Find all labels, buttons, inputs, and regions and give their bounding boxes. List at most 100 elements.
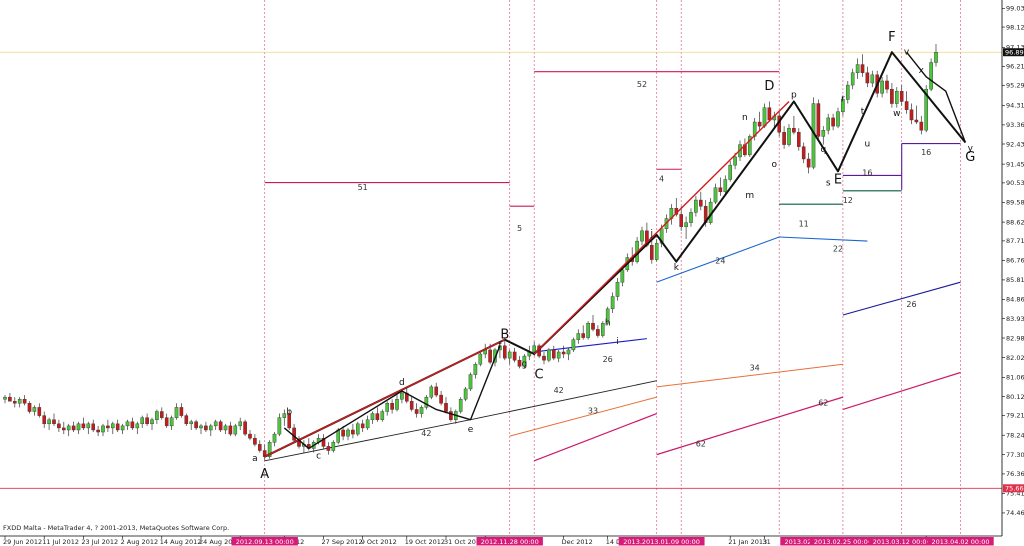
candle-body: [169, 417, 174, 427]
time-marker-tag: [868, 537, 935, 546]
sub-wave-label: s: [826, 179, 831, 189]
count-label: 12: [843, 196, 853, 205]
price-tick-label: 80.120: [1006, 393, 1024, 401]
wave-label: F: [888, 30, 895, 45]
candle-body: [101, 425, 105, 433]
trend-line: [656, 363, 843, 388]
price-tick-label: 96.210: [1006, 63, 1024, 71]
candle-body: [86, 423, 91, 429]
trend-line: [533, 412, 657, 462]
candle-body: [380, 411, 385, 420]
sub-wave-label: q: [820, 145, 826, 155]
price-tick-label: 83.930: [1006, 315, 1024, 323]
price-tick-label: 99.035: [1006, 5, 1024, 13]
candle-body: [360, 423, 365, 429]
candle-body: [150, 419, 154, 425]
candle-body: [571, 339, 576, 351]
candle-body: [199, 425, 203, 429]
candle-body: [400, 392, 404, 400]
candle-body: [434, 386, 439, 396]
trend-line: [509, 396, 657, 437]
candle-body: [449, 411, 453, 420]
sub-wave-label: o: [772, 160, 778, 170]
candle-body: [463, 388, 468, 400]
candle-body: [135, 423, 140, 429]
sub-wave-label: d: [399, 378, 405, 388]
candle-body: [826, 117, 830, 131]
time-marker-label: 2013.2013.01.09 00:00: [623, 538, 700, 546]
candle-body: [341, 429, 345, 437]
candle-body: [488, 349, 492, 363]
time-tick-label: Dec 2012: [562, 538, 593, 546]
candle-body: [806, 158, 811, 168]
sub-wave-label: x: [919, 66, 925, 76]
time-marker-tag: [809, 537, 877, 546]
price-tick-label: 76.360: [1006, 470, 1024, 478]
candle-body: [115, 423, 120, 431]
candle-body: [243, 421, 247, 435]
candle-body: [22, 398, 27, 404]
candle-body: [321, 437, 326, 447]
candle-body: [164, 417, 169, 427]
candle-body: [855, 64, 860, 73]
candle-body: [566, 349, 571, 355]
candle-body: [831, 117, 835, 127]
candle-body: [272, 433, 277, 443]
count-label: 26: [603, 355, 613, 364]
sub-wave-label: m: [745, 191, 754, 201]
candle-body: [610, 296, 615, 310]
candle-body: [47, 419, 51, 425]
time-tick-label: 21 Jan 2013: [728, 538, 767, 546]
candle-body: [414, 409, 419, 414]
trend-line: [842, 371, 961, 411]
candle-body: [801, 146, 806, 160]
candle-body: [213, 421, 218, 427]
sub-wave-line: [906, 51, 967, 143]
candle-body: [654, 242, 659, 260]
price-tick-label: 92.430: [1006, 140, 1024, 148]
trend-line: [470, 380, 657, 421]
candle-body: [576, 333, 581, 340]
sub-wave-label: r: [841, 94, 845, 104]
candle-body: [596, 329, 600, 336]
candle-body: [816, 103, 821, 137]
candle-body: [356, 423, 360, 435]
candle-body: [797, 132, 801, 147]
candle-body: [728, 164, 732, 180]
candle-body: [841, 99, 845, 112]
count-label: 33: [588, 407, 598, 416]
candle-body: [76, 423, 81, 431]
candle-body: [723, 179, 728, 193]
sub-wave-label: y: [968, 144, 974, 154]
candlesticks: [3, 44, 938, 461]
candle-body: [762, 107, 767, 127]
count-label: 11: [799, 220, 809, 229]
trend-line: [779, 236, 868, 242]
time-tick-label: 9 Oct 2012: [361, 538, 397, 546]
candle-body: [253, 437, 257, 445]
current-price-value: 96.899: [1005, 49, 1024, 57]
candle-body: [159, 411, 164, 418]
price-axis-panel: [1002, 0, 1024, 546]
candle-body: [331, 442, 336, 451]
count-label: 34: [750, 363, 760, 372]
time-marker-tag: [618, 537, 705, 546]
candle-body: [846, 84, 850, 100]
price-tick-label: 93.360: [1006, 121, 1024, 129]
candle-body: [140, 417, 145, 425]
candle-body: [223, 425, 228, 431]
time-tick-label: 23 Jul 2012: [81, 538, 118, 546]
candle-body: [184, 415, 189, 425]
trend-line: [842, 281, 961, 316]
candle-body: [919, 121, 924, 131]
price-tick-label: 79.210: [1006, 412, 1024, 420]
candle-body: [336, 429, 341, 443]
time-marker-tag: [231, 537, 298, 546]
candle-body: [204, 425, 208, 431]
price-tick-label: 82.025: [1006, 354, 1024, 362]
sub-wave-label: e: [468, 425, 474, 435]
price-tick-label: 97.135: [1006, 44, 1024, 52]
time-tick-label: 19 Oct 2012: [405, 538, 445, 546]
